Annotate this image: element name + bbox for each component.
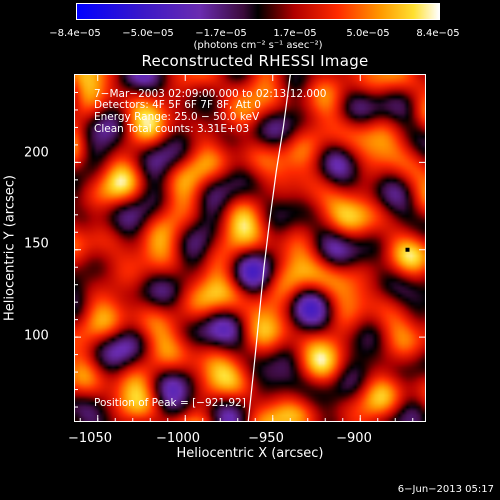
y-axis-label: Heliocentric Y (arcsec)	[2, 175, 18, 321]
peak-position-text: Position of Peak = [−921,92]	[94, 397, 246, 409]
colorbar-tick-label: 1.7e−05	[273, 28, 317, 39]
x-tick-label: −1050	[68, 431, 112, 446]
energy-range-text: Energy Range: 25.0 − 50.0 keV	[94, 111, 260, 123]
clean-counts-text: Clean Total counts: 3.31E+03	[94, 123, 250, 135]
colorbar-unit-label: (photons cm⁻² s⁻¹ asec⁻²)	[193, 40, 323, 51]
y-tick-label: 150	[24, 236, 49, 252]
detectors-text: Detectors: 4F 5F 6F 7F 8F, Att 0	[94, 99, 261, 111]
date-stamp: 6−Jun−2013 05:17	[397, 484, 494, 495]
time-range-text: 7−Mar−2003 02:09:00.000 to 02:13:12.000	[94, 88, 327, 100]
colorbar-tick-label: −1.7e−05	[195, 28, 247, 39]
chart-title: Reconstructed RHESSI Image	[141, 52, 369, 70]
colorbar-tick-label: −8.4e−05	[49, 28, 101, 39]
y-tick-label: 100	[24, 328, 49, 344]
x-tick-label: −1000	[156, 431, 200, 446]
colorbar-tick-label: 5.0e−05	[346, 28, 390, 39]
colorbar	[76, 3, 440, 20]
colorbar-tick-label: −5.0e−05	[122, 28, 174, 39]
x-tick-label: −950	[248, 431, 284, 446]
x-tick-label: −900	[336, 431, 372, 446]
x-axis-label: Heliocentric X (arcsec)	[176, 446, 324, 461]
y-tick-label: 200	[24, 145, 49, 161]
colorbar-tick-label: 8.4e−05	[416, 28, 460, 39]
